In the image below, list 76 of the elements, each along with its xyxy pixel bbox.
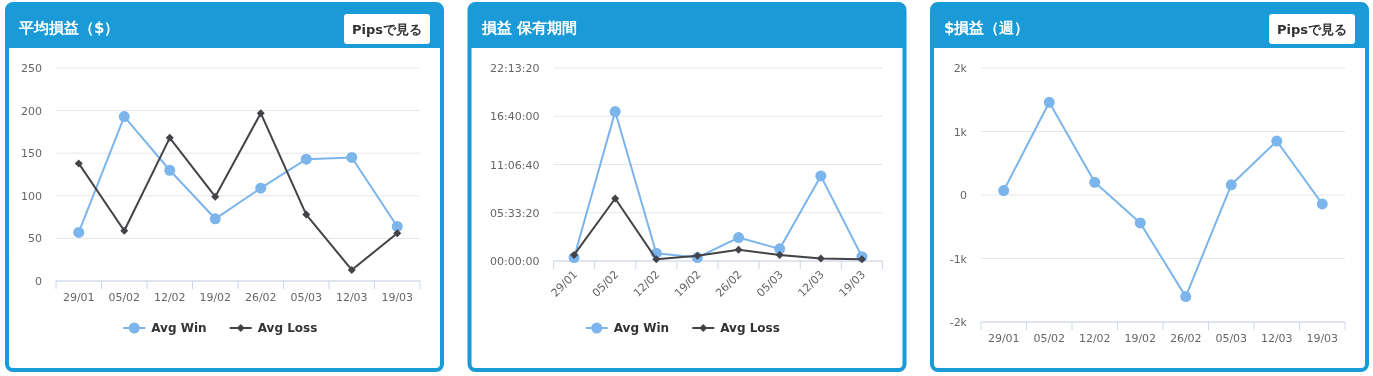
point bbox=[1316, 198, 1328, 210]
point bbox=[998, 185, 1010, 197]
x-tick-label: 29/01 bbox=[987, 332, 1020, 345]
point bbox=[857, 255, 866, 264]
y-tick-label: -2k bbox=[949, 316, 968, 329]
point bbox=[256, 109, 265, 118]
point bbox=[165, 133, 174, 142]
y-tick-label: 00:00:00 bbox=[490, 255, 540, 268]
y-tick-label: 0 bbox=[960, 189, 967, 202]
y-tick-label: 05:33:20 bbox=[490, 206, 540, 220]
view-button: Pipsで見る bbox=[1269, 14, 1355, 44]
point bbox=[734, 245, 743, 254]
x-tick-label: 29/01 bbox=[62, 291, 95, 304]
point bbox=[255, 182, 267, 194]
y-tick-label: 22:13:20 bbox=[490, 62, 540, 75]
y-tick-label: 100 bbox=[21, 189, 42, 203]
y-tick-label: 11:06:40 bbox=[490, 158, 540, 172]
x-tick-label: 05/02 bbox=[108, 291, 141, 304]
point bbox=[1043, 96, 1055, 108]
x-tick-label: 19/03 bbox=[1306, 332, 1339, 345]
point bbox=[393, 229, 402, 238]
point bbox=[347, 265, 356, 274]
point bbox=[74, 159, 83, 168]
x-tick-label: 05/03 bbox=[1215, 332, 1248, 345]
point bbox=[391, 220, 403, 232]
point bbox=[1134, 217, 1146, 229]
y-tick-label: 1k bbox=[953, 125, 968, 139]
point bbox=[73, 226, 85, 238]
chart-title: $損益（週） bbox=[944, 19, 1030, 37]
x-tick-label: 12/02 bbox=[153, 291, 186, 304]
x-tick-label: 05/03 bbox=[290, 291, 323, 304]
chart-title: 損益 保有期間 bbox=[480, 19, 577, 37]
point bbox=[1089, 176, 1101, 188]
point bbox=[733, 232, 745, 244]
point bbox=[609, 106, 621, 118]
x-tick-label: 19/03 bbox=[381, 291, 414, 304]
y-tick-label: 16:40:00 bbox=[490, 110, 540, 124]
x-tick-label: 05/02 bbox=[1033, 332, 1066, 345]
legend-label: Avg Win bbox=[613, 321, 670, 335]
point bbox=[211, 192, 220, 201]
point bbox=[652, 255, 661, 264]
point bbox=[120, 226, 129, 235]
point bbox=[302, 210, 311, 219]
point bbox=[1271, 135, 1283, 147]
point bbox=[693, 251, 702, 260]
legend-label: Avg Loss bbox=[257, 321, 318, 335]
point bbox=[118, 111, 130, 123]
y-tick-label: 150 bbox=[21, 147, 42, 161]
y-tick-label: 200 bbox=[21, 104, 42, 118]
x-tick-label: 19/02 bbox=[199, 291, 232, 304]
point bbox=[775, 250, 784, 259]
point bbox=[209, 213, 221, 225]
y-tick-label: 50 bbox=[28, 232, 42, 246]
point bbox=[816, 254, 825, 263]
point bbox=[570, 250, 579, 259]
point bbox=[1180, 291, 1192, 303]
x-tick-label: 12/02 bbox=[1078, 332, 1111, 345]
y-tick-label: 250 bbox=[21, 62, 42, 75]
point bbox=[300, 153, 312, 165]
legend-label: Avg Win bbox=[151, 321, 207, 335]
x-tick-label: 12/03 bbox=[335, 291, 368, 304]
point bbox=[164, 164, 176, 176]
point bbox=[611, 194, 620, 203]
legend-label: Avg Loss bbox=[720, 321, 780, 335]
y-tick-label: 0 bbox=[35, 275, 42, 288]
x-tick-label: 26/02 bbox=[244, 291, 277, 304]
x-tick-label: 26/02 bbox=[1169, 332, 1202, 345]
chart-title: 平均損益（$） bbox=[18, 19, 120, 37]
x-tick-label: 19/02 bbox=[1124, 332, 1157, 345]
y-tick-label: 2k bbox=[953, 62, 968, 75]
point bbox=[815, 170, 827, 182]
point bbox=[1225, 179, 1237, 191]
point bbox=[346, 151, 358, 163]
y-tick-label: -1k bbox=[949, 252, 968, 266]
x-tick-label: 12/03 bbox=[1260, 332, 1293, 345]
view-button: Pipsで見る bbox=[344, 14, 430, 44]
